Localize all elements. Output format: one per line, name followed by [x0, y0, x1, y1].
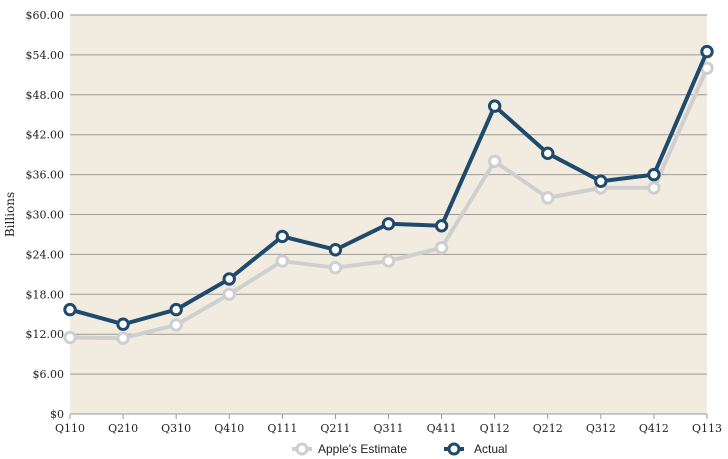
legend-actual-marker: [447, 442, 461, 456]
x-tick-label: Q311: [373, 422, 403, 435]
y-tick-label: $24.00: [26, 248, 65, 261]
data-point-estimate: [275, 254, 290, 268]
y-tick-label: $36.00: [26, 169, 65, 182]
y-axis-title: Billions: [3, 192, 17, 237]
y-tick-label: $30.00: [26, 209, 65, 222]
x-tick-label: Q110: [55, 422, 85, 435]
data-point-actual: [63, 302, 77, 317]
x-tick-label: Q113: [692, 422, 722, 435]
data-point-estimate: [381, 254, 396, 268]
data-point-actual: [169, 302, 183, 317]
legend: Apple's Estimate Actual: [292, 442, 507, 456]
data-point-actual: [328, 243, 343, 257]
legend-estimate-label: Apple's Estimate: [318, 442, 407, 456]
legend-actual-label: Actual: [474, 442, 507, 456]
x-tick-label: Q212: [533, 422, 563, 435]
legend-estimate-marker: [295, 442, 309, 456]
y-tick-label: $42.00: [26, 129, 65, 142]
data-point-estimate: [487, 154, 502, 169]
data-point-estimate: [541, 191, 555, 205]
data-point-estimate: [222, 287, 236, 301]
data-point-actual: [487, 99, 502, 113]
x-tick-label: Q410: [214, 422, 244, 435]
series-actual: [63, 44, 714, 331]
y-tick-label: $48.00: [26, 89, 65, 102]
data-point-estimate: [116, 331, 130, 345]
series-layer: [63, 44, 714, 345]
data-point-estimate: [434, 241, 449, 255]
data-point-actual: [700, 44, 714, 59]
y-axis-ticks: $0 $6.00 $12.00 $18.00 $24.00 $30.00 $36.00 $42…: [26, 9, 65, 421]
x-tick-label: Q111: [267, 422, 297, 435]
legend-item-actual: Actual: [444, 442, 507, 456]
legend-item-estimate: Apple's Estimate: [292, 442, 407, 456]
x-tick-label: Q411: [427, 422, 457, 435]
y-tick-label: $0: [50, 408, 64, 421]
data-point-actual: [222, 272, 236, 286]
x-tick-label: Q112: [480, 422, 510, 435]
x-tick-label: Q312: [586, 422, 616, 435]
y-tick-label: $54.00: [26, 49, 65, 62]
data-point-actual: [116, 317, 130, 331]
y-tick-label: $6.00: [33, 368, 65, 381]
y-tick-label: $18.00: [26, 288, 65, 301]
data-point-actual: [275, 229, 290, 244]
data-point-estimate: [169, 318, 183, 332]
x-tick-label: Q211: [320, 422, 350, 435]
x-tick-label: Q412: [639, 422, 669, 435]
data-point-estimate: [328, 261, 343, 275]
x-tick-label: Q210: [108, 422, 138, 435]
data-point-actual: [434, 219, 449, 233]
x-tick-label: Q310: [161, 422, 191, 435]
gridlines: [70, 14, 707, 415]
data-point-actual: [381, 217, 396, 231]
x-axis-ticks: Q110 Q210 Q310 Q410 Q111 Q211 Q311 Q411 Q112 Q212…: [55, 414, 722, 435]
data-point-actual: [647, 167, 661, 182]
data-point-actual: [594, 174, 608, 188]
y-tick-label: $60.00: [26, 9, 65, 22]
data-point-estimate: [63, 330, 77, 345]
y-tick-label: $12.00: [26, 328, 65, 341]
data-point-actual: [541, 146, 555, 161]
data-point-estimate: [647, 181, 661, 195]
